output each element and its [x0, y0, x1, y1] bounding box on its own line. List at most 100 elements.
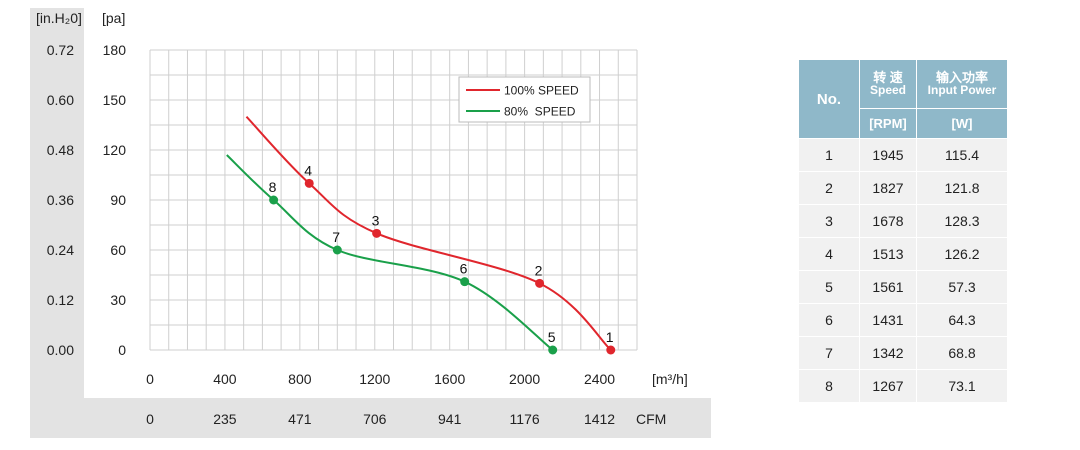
tick-cfm: 1176	[510, 411, 540, 427]
cell-rpm: 1342	[859, 336, 917, 370]
point-label-5: 5	[548, 329, 556, 345]
tick-pa: 120	[103, 142, 127, 158]
tick-pa: 30	[110, 292, 126, 308]
table-row: 6 1431 64.3	[798, 303, 1008, 337]
series-layer: 1 2 3 4 5 6 7 8	[226, 115, 616, 355]
tick-m3h: 400	[213, 371, 237, 387]
point-label-8: 8	[269, 179, 277, 195]
tick-pa: 150	[103, 92, 127, 108]
cell-no: 3	[798, 204, 860, 238]
cell-power: 126.2	[916, 237, 1008, 271]
cell-no: 8	[798, 369, 860, 403]
legend-label-80: 80% SPEED	[504, 105, 576, 119]
series-line-80-speed	[226, 154, 554, 351]
data-point-4	[304, 178, 314, 188]
tick-m3h: 1200	[359, 371, 390, 387]
tick-pa: 90	[110, 192, 126, 208]
data-point-6	[460, 277, 470, 287]
tick-m3h: 2000	[509, 371, 540, 387]
legend-box	[458, 76, 591, 123]
table-row: 3 1678 128.3	[798, 204, 1008, 238]
table-row: 2 1827 121.8	[798, 171, 1008, 205]
tick-inh2o: 0.60	[47, 92, 74, 108]
tick-pa: 0	[118, 342, 126, 358]
cell-no: 7	[798, 336, 860, 370]
header-no: No.	[798, 59, 860, 139]
cell-rpm: 1431	[859, 303, 917, 337]
tick-inh2o: 0.00	[47, 342, 74, 358]
header-speed-en: Speed	[869, 83, 906, 97]
point-label-6: 6	[460, 261, 468, 277]
tick-cfm: 471	[288, 411, 312, 427]
table-body: 1 1945 115.4 2 1827 121.8 3 1678 128.3 4 1513 126.2…	[798, 138, 1008, 403]
tick-cfm: 0	[146, 411, 154, 427]
data-point-2	[535, 278, 545, 288]
tick-cfm: 706	[363, 411, 387, 427]
header-power-cn: 输入功率	[935, 70, 988, 85]
data-point-8	[269, 195, 279, 205]
unit-cfm: CFM	[636, 411, 666, 427]
bottom-axis-band	[84, 398, 711, 438]
tick-m3h: 800	[288, 371, 312, 387]
cell-rpm: 1267	[859, 369, 917, 403]
tick-cfm: 1412	[584, 411, 615, 427]
tick-inh2o: 0.72	[47, 42, 74, 58]
tick-pa: 60	[110, 242, 126, 258]
cell-power: 128.3	[916, 204, 1008, 238]
table-row: 8 1267 73.1	[798, 369, 1008, 403]
header-unit-w: [W]	[916, 108, 1008, 139]
header-power-en: Input Power	[927, 83, 997, 97]
cell-no: 1	[798, 138, 860, 172]
tick-inh2o: 0.36	[47, 192, 74, 208]
tick-inh2o: 0.24	[47, 242, 74, 258]
table-unit-row: [RPM] [W]	[799, 108, 1008, 139]
tick-cfm: 941	[438, 411, 462, 427]
legend: 100% SPEED 80% SPEED	[458, 76, 591, 123]
legend-label-100: 100% SPEED	[504, 84, 579, 98]
header-unit-rpm: [RPM]	[859, 108, 917, 139]
unit-m3h: [m³/h]	[652, 371, 688, 387]
header-speed: 转 速 Speed	[859, 59, 917, 109]
cell-rpm: 1678	[859, 204, 917, 238]
performance-table: No. 转 速 Speed 输入功率 Input Power [RPM] [W]…	[798, 59, 1008, 403]
cell-rpm: 1945	[859, 138, 917, 172]
tick-m3h: 1600	[434, 371, 465, 387]
tick-pa: 180	[103, 42, 127, 58]
point-label-4: 4	[304, 162, 312, 178]
table-row: 7 1342 68.8	[798, 336, 1008, 370]
cell-power: 64.3	[916, 303, 1008, 337]
tick-m3h: 0	[146, 371, 154, 387]
cell-power: 73.1	[916, 369, 1008, 403]
cell-no: 6	[798, 303, 860, 337]
point-label-2: 2	[535, 262, 543, 278]
cell-rpm: 1561	[859, 270, 917, 304]
cell-no: 4	[798, 237, 860, 271]
point-label-1: 1	[606, 329, 614, 345]
tick-m3h: 2400	[584, 371, 615, 387]
cell-power: 121.8	[916, 171, 1008, 205]
unit-pa: [pa]	[102, 10, 125, 26]
left-axis-band	[30, 8, 84, 438]
data-point-3	[372, 228, 382, 238]
cell-power: 115.4	[916, 138, 1008, 172]
unit-inh2o: [in.H₂0]	[36, 10, 82, 26]
cell-no: 2	[798, 171, 860, 205]
cell-rpm: 1513	[859, 237, 917, 271]
table-header-row: No. 转 速 Speed 输入功率 Input Power	[798, 59, 1008, 139]
grid	[149, 49, 638, 351]
header-power: 输入功率 Input Power	[916, 59, 1008, 109]
header-speed-cn: 转 速	[873, 70, 903, 85]
cell-power: 57.3	[916, 270, 1008, 304]
data-point-5	[548, 345, 558, 355]
data-point-1	[606, 345, 616, 355]
tick-cfm: 235	[213, 411, 237, 427]
table-row: 4 1513 126.2	[798, 237, 1008, 271]
cell-no: 5	[798, 270, 860, 304]
data-point-7	[332, 245, 342, 255]
table-row: 1 1945 115.4	[798, 138, 1008, 172]
tick-inh2o: 0.48	[47, 142, 74, 158]
point-label-7: 7	[332, 229, 340, 245]
axis-labels: [in.H₂0] [pa] 0.72 0.60 0.48 0.36 0.24 0.12 0.00…	[36, 10, 688, 427]
table-row: 5 1561 57.3	[798, 270, 1008, 304]
